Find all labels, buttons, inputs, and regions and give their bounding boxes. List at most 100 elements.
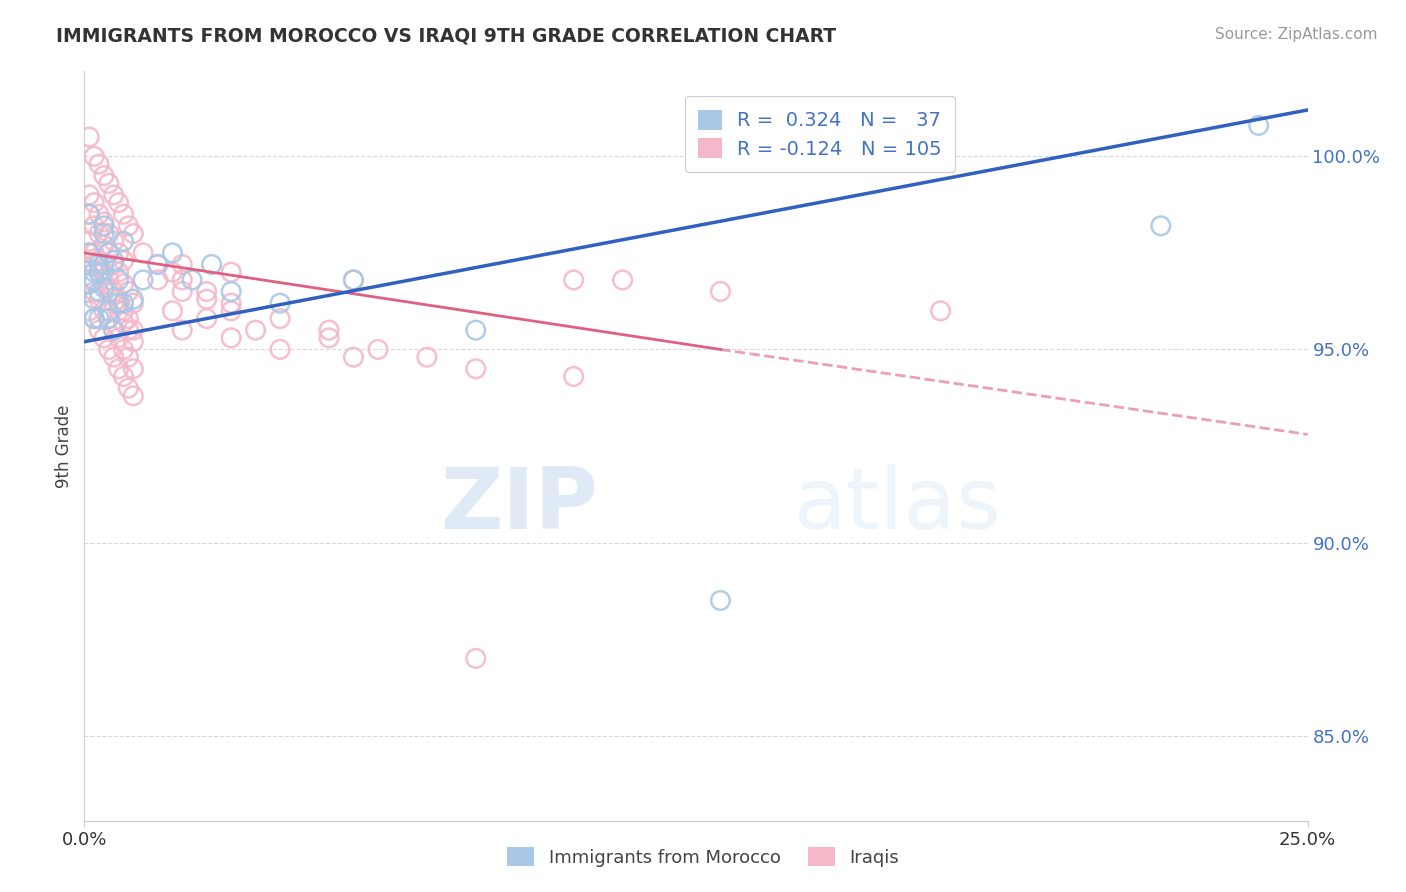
Point bbox=[93, 215, 115, 229]
Point bbox=[97, 311, 120, 326]
Point bbox=[87, 265, 110, 279]
Point bbox=[97, 227, 120, 241]
Point bbox=[77, 246, 100, 260]
Legend: R =  0.324   N =   37, R = -0.124   N = 105: R = 0.324 N = 37, R = -0.124 N = 105 bbox=[685, 96, 955, 172]
Point bbox=[103, 235, 125, 249]
Point bbox=[162, 265, 184, 279]
Text: IMMIGRANTS FROM MOROCCO VS IRAQI 9TH GRADE CORRELATION CHART: IMMIGRANTS FROM MOROCCO VS IRAQI 9TH GRA… bbox=[56, 27, 837, 45]
Point bbox=[83, 311, 105, 326]
Point bbox=[107, 265, 129, 279]
Point bbox=[162, 246, 184, 260]
Point bbox=[97, 311, 120, 326]
Point bbox=[112, 369, 135, 384]
Point bbox=[93, 303, 115, 318]
Point bbox=[97, 177, 120, 191]
Point bbox=[1150, 219, 1173, 233]
Point bbox=[103, 350, 125, 364]
Point bbox=[367, 343, 389, 357]
Point bbox=[103, 257, 125, 271]
Point bbox=[107, 303, 129, 318]
Legend: Immigrants from Morocco, Iraqis: Immigrants from Morocco, Iraqis bbox=[501, 840, 905, 874]
Point bbox=[112, 235, 135, 249]
Point bbox=[342, 350, 364, 364]
Point bbox=[97, 285, 120, 299]
Point bbox=[219, 303, 242, 318]
Point bbox=[83, 219, 105, 233]
Point bbox=[112, 277, 135, 291]
Point bbox=[269, 343, 291, 357]
Point bbox=[103, 188, 125, 202]
Point bbox=[83, 149, 105, 163]
Point bbox=[122, 389, 145, 403]
Point bbox=[97, 273, 120, 287]
Text: ZIP: ZIP bbox=[440, 465, 598, 548]
Point bbox=[77, 303, 100, 318]
Point bbox=[107, 361, 129, 376]
Point bbox=[122, 227, 145, 241]
Point bbox=[93, 257, 115, 271]
Point bbox=[318, 323, 340, 337]
Point bbox=[1247, 119, 1270, 133]
Point bbox=[122, 296, 145, 310]
Point bbox=[117, 311, 139, 326]
Point bbox=[103, 296, 125, 310]
Point bbox=[87, 292, 110, 306]
Point bbox=[107, 246, 129, 260]
Point bbox=[219, 296, 242, 310]
Point bbox=[117, 219, 139, 233]
Point bbox=[97, 343, 120, 357]
Point bbox=[612, 273, 634, 287]
Point bbox=[195, 311, 218, 326]
Point bbox=[117, 285, 139, 299]
Point bbox=[97, 246, 120, 260]
Point bbox=[219, 285, 242, 299]
Point bbox=[87, 265, 110, 279]
Point bbox=[318, 331, 340, 345]
Point bbox=[146, 273, 169, 287]
Point bbox=[103, 323, 125, 337]
Point bbox=[172, 273, 194, 287]
Point bbox=[93, 219, 115, 233]
Point bbox=[117, 350, 139, 364]
Point bbox=[103, 253, 125, 268]
Point bbox=[87, 253, 110, 268]
Point bbox=[107, 331, 129, 345]
Point bbox=[87, 323, 110, 337]
Point bbox=[219, 331, 242, 345]
Point bbox=[172, 323, 194, 337]
Point bbox=[83, 292, 105, 306]
Point bbox=[464, 361, 486, 376]
Point bbox=[146, 257, 169, 271]
Point bbox=[107, 273, 129, 287]
Point bbox=[112, 315, 135, 329]
Point bbox=[83, 257, 105, 271]
Point bbox=[195, 285, 218, 299]
Text: Source: ZipAtlas.com: Source: ZipAtlas.com bbox=[1215, 27, 1378, 42]
Point bbox=[97, 246, 120, 260]
Point bbox=[269, 296, 291, 310]
Text: atlas: atlas bbox=[794, 465, 1002, 548]
Point bbox=[87, 257, 110, 271]
Point bbox=[269, 311, 291, 326]
Point bbox=[195, 292, 218, 306]
Point bbox=[562, 369, 585, 384]
Point bbox=[112, 296, 135, 310]
Point bbox=[87, 285, 110, 299]
Point bbox=[219, 265, 242, 279]
Point bbox=[929, 303, 952, 318]
Point bbox=[87, 311, 110, 326]
Point bbox=[107, 195, 129, 210]
Point bbox=[87, 207, 110, 221]
Point bbox=[172, 257, 194, 271]
Point bbox=[112, 207, 135, 221]
Point bbox=[103, 285, 125, 299]
Point bbox=[709, 593, 731, 607]
Point bbox=[464, 323, 486, 337]
Point bbox=[83, 265, 105, 279]
Point bbox=[93, 169, 115, 183]
Point bbox=[117, 323, 139, 337]
Point bbox=[93, 238, 115, 252]
Point bbox=[122, 361, 145, 376]
Point bbox=[112, 303, 135, 318]
Point bbox=[77, 130, 100, 145]
